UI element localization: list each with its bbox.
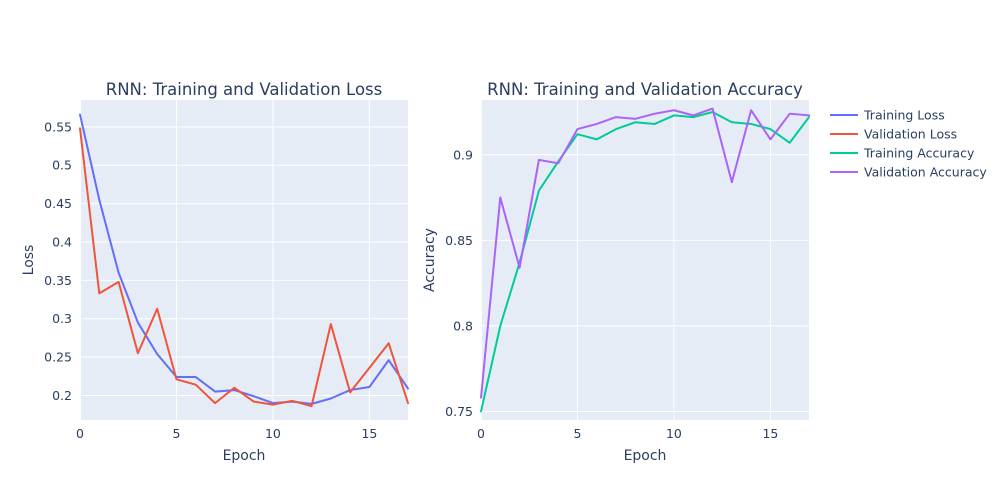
x-axis-title: Epoch — [223, 448, 266, 464]
x-tick-label: 5 — [573, 426, 581, 441]
y-tick-label: 0.75 — [445, 404, 473, 419]
y-tick-label: 0.5 — [52, 158, 72, 173]
legend-label: Validation Accuracy — [864, 165, 987, 180]
y-tick-label: 0.35 — [44, 273, 72, 288]
chart-title: RNN: Training and Validation Loss — [106, 80, 383, 99]
legend-item[interactable]: Training Loss — [830, 108, 945, 123]
series-line-validation-accuracy — [480, 107, 810, 399]
plot-area — [80, 100, 408, 420]
y-tick-label: 0.8 — [453, 318, 473, 333]
x-tick-label: 15 — [762, 426, 778, 441]
y-axis-title: Accuracy — [422, 228, 438, 292]
y-tick-label: 0.55 — [44, 119, 72, 134]
y-tick-label: 0.2 — [52, 388, 72, 403]
x-axis-title: Epoch — [624, 448, 667, 464]
legend-label: Validation Loss — [864, 127, 957, 142]
x-tick-label: 5 — [172, 426, 180, 441]
series-line-training-accuracy — [480, 110, 810, 413]
y-tick-label: 0.85 — [445, 233, 473, 248]
chart-title: RNN: Training and Validation Accuracy — [487, 80, 803, 99]
y-tick-label: 0.45 — [44, 196, 72, 211]
y-tick-label: 0.9 — [453, 147, 473, 162]
legend-label: Training Accuracy — [863, 146, 975, 161]
legend-label: Training Loss — [863, 108, 945, 123]
legend: Training Loss Validation Loss Training Acc… — [830, 108, 987, 180]
x-tick-label: 15 — [361, 426, 377, 441]
chart-panel-1: 0.75 0.8 0.85 0.9 0 5 10 15 RNN: Training and Va… — [422, 80, 810, 464]
x-tick-label: 10 — [666, 426, 682, 441]
y-axis-title: Loss — [21, 245, 37, 276]
legend-item[interactable]: Validation Loss — [830, 127, 957, 142]
y-tick-label: 0.3 — [52, 311, 72, 326]
legend-item[interactable]: Validation Accuracy — [830, 165, 987, 180]
y-tick-label: 0.25 — [44, 350, 72, 365]
legend-item[interactable]: Training Accuracy — [830, 146, 975, 161]
series-line-validation-loss — [79, 127, 409, 408]
y-tick-label: 0.4 — [52, 234, 72, 249]
x-tick-label: 0 — [477, 426, 485, 441]
plot-area — [481, 100, 809, 420]
x-tick-label: 10 — [265, 426, 281, 441]
chart-panel-0: 0.2 0.25 0.3 0.35 0.4 0.45 0.5 0.55 0 5 10 15 RNN: T… — [21, 80, 409, 464]
x-tick-label: 0 — [76, 426, 84, 441]
